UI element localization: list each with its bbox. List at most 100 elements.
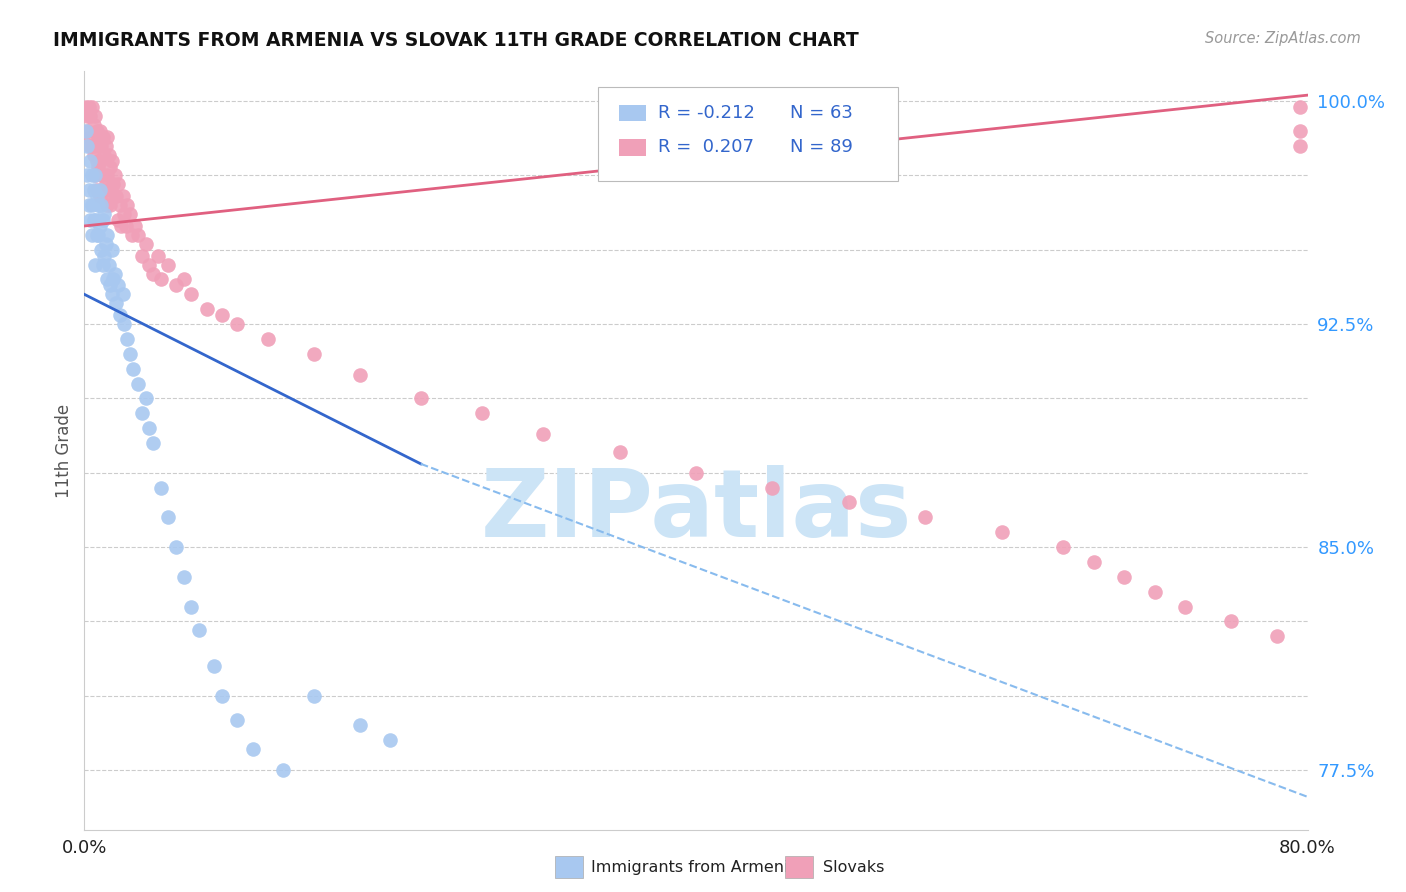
Point: [97, 147, 120, 161]
Point: [105, 296, 128, 310]
Point: [98, 198, 121, 212]
Point: [101, 189, 124, 203]
Text: ZIPatlas: ZIPatlas: [481, 465, 911, 558]
Point: [271, 763, 294, 777]
Point: [103, 272, 125, 286]
Point: [96, 198, 118, 212]
Point: [98, 160, 121, 174]
Point: [302, 347, 325, 361]
Point: [142, 267, 165, 281]
Point: [1265, 629, 1288, 643]
Point: [83, 213, 105, 227]
Point: [142, 436, 165, 450]
Point: [86, 183, 108, 197]
Point: [120, 347, 142, 361]
Point: [90, 169, 112, 183]
Point: [108, 308, 131, 322]
Point: [380, 733, 402, 747]
Point: [157, 258, 180, 272]
Point: [84, 138, 107, 153]
Point: [77, 198, 100, 212]
Point: [80, 100, 103, 114]
Point: [101, 153, 124, 168]
Point: [80, 169, 103, 183]
Point: [135, 236, 157, 251]
Point: [87, 198, 110, 212]
Point: [127, 227, 149, 242]
Text: R = -0.212: R = -0.212: [658, 104, 755, 122]
Point: [114, 219, 136, 233]
Point: [120, 207, 142, 221]
Point: [180, 287, 202, 301]
Point: [149, 481, 172, 495]
Point: [1289, 100, 1312, 114]
Point: [84, 213, 107, 227]
Point: [77, 129, 100, 144]
Point: [96, 227, 118, 242]
Point: [257, 332, 280, 346]
Point: [471, 406, 494, 420]
Point: [111, 287, 134, 301]
Point: [91, 213, 114, 227]
Point: [90, 243, 112, 257]
Point: [609, 445, 631, 459]
Point: [86, 227, 108, 242]
Point: [94, 178, 117, 192]
Point: [107, 278, 129, 293]
Point: [685, 466, 707, 480]
Point: [83, 118, 105, 132]
Point: [242, 742, 264, 756]
Point: [195, 302, 218, 317]
Point: [87, 160, 110, 174]
Point: [349, 718, 371, 732]
Point: [93, 249, 115, 263]
Point: [101, 287, 124, 301]
Point: [211, 308, 233, 322]
Point: [79, 153, 101, 168]
Point: [149, 272, 172, 286]
Point: [90, 138, 112, 153]
Point: [124, 219, 146, 233]
Point: [121, 227, 143, 242]
Point: [138, 421, 160, 435]
Text: R =  0.207: R = 0.207: [658, 138, 754, 156]
Point: [83, 147, 105, 161]
Point: [75, 124, 97, 138]
Point: [173, 570, 195, 584]
Point: [1220, 615, 1243, 629]
Text: Slovaks: Slovaks: [823, 860, 884, 874]
Point: [991, 525, 1014, 540]
Point: [103, 178, 125, 192]
Point: [80, 198, 103, 212]
Point: [138, 258, 160, 272]
Text: N = 63: N = 63: [790, 104, 853, 122]
Point: [86, 153, 108, 168]
Point: [101, 243, 124, 257]
Point: [87, 129, 110, 144]
Point: [188, 624, 211, 638]
Point: [93, 207, 115, 221]
Point: [79, 213, 101, 227]
FancyBboxPatch shape: [598, 87, 898, 181]
Point: [84, 109, 107, 123]
Point: [79, 138, 101, 153]
Point: [98, 278, 121, 293]
Point: [105, 189, 128, 203]
Text: Immigrants from Armenia: Immigrants from Armenia: [591, 860, 797, 874]
Point: [89, 183, 111, 197]
Point: [180, 599, 202, 614]
Point: [135, 392, 157, 406]
Point: [1289, 138, 1312, 153]
Point: [115, 332, 138, 346]
Y-axis label: 11th Grade: 11th Grade: [55, 403, 73, 498]
Point: [226, 713, 249, 727]
Point: [97, 258, 120, 272]
Point: [76, 109, 98, 123]
Point: [110, 219, 132, 233]
Point: [112, 207, 135, 221]
Point: [107, 213, 129, 227]
Point: [761, 481, 783, 495]
Point: [86, 124, 108, 138]
Point: [1174, 599, 1197, 614]
Bar: [619, 104, 645, 121]
